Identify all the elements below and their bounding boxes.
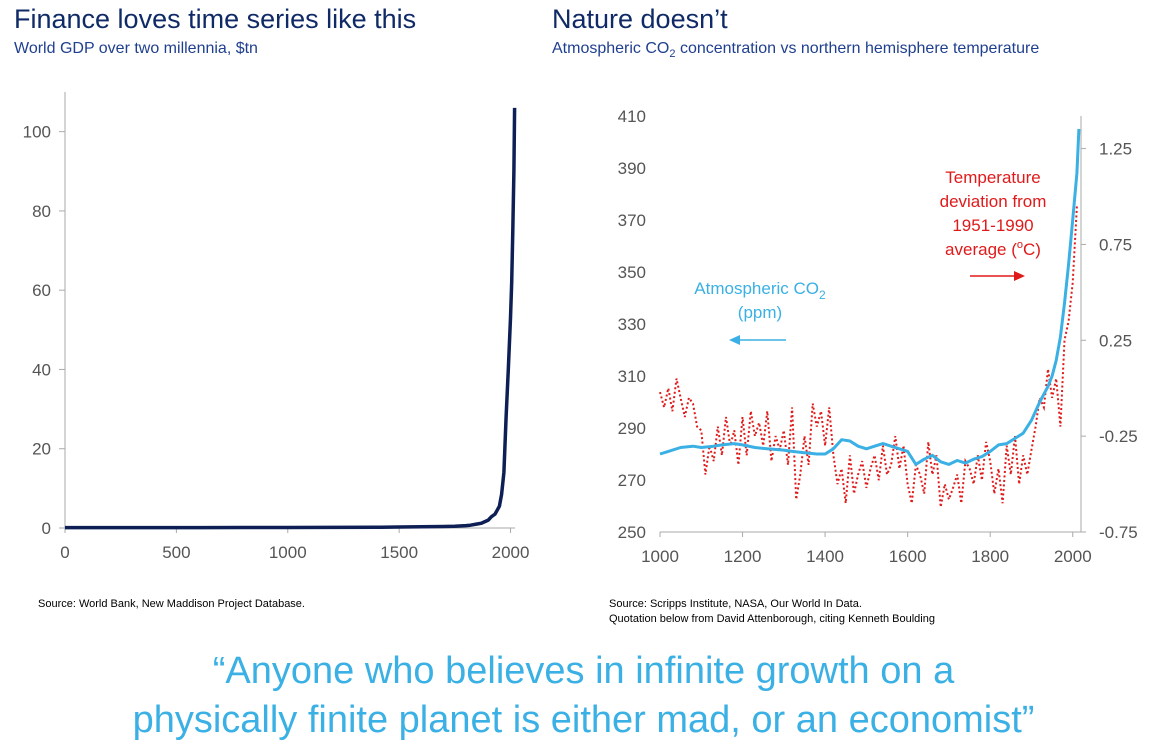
gdp-series-line (65, 107, 517, 530)
quote-line-1: “Anyone who believes in infinite growth … (212, 650, 955, 692)
gdp-x-tick-label: 0 (60, 543, 69, 562)
right-chart-title: Nature doesn’t (552, 4, 728, 34)
temp-arrow-right-icon (970, 271, 1025, 281)
gdp-y-tick-label: 100 (23, 123, 51, 142)
temp-annotation-line1: Temperature (945, 168, 1040, 187)
co2-temp-chart: 250 270 290 310 330 350 370 390 410 -0.75 -0.25 0.… (618, 107, 1138, 566)
gdp-chart: 0 20 40 60 80 100 0 500 1000 1500 2000 (23, 92, 530, 562)
co2-x-tick-label: 1200 (724, 547, 762, 566)
co2-annotation-line1: Atmospheric CO2 (694, 279, 826, 302)
co2-x-tick-label: 1000 (641, 547, 679, 566)
temp-y-tick-label: -0.25 (1099, 427, 1138, 446)
co2-y-tick-label: 290 (618, 419, 646, 438)
co2-y-tick-label: 270 (618, 471, 646, 490)
co2-series-line (659, 128, 1081, 466)
temperature-series-line (659, 206, 1078, 508)
gdp-y-tick-label: 80 (32, 202, 51, 221)
co2-arrow-left-icon (729, 335, 786, 345)
quotation-attribution: Quotation below from David Attenborough,… (609, 613, 935, 625)
temp-annotation-line4: average (oC) (945, 239, 1041, 259)
co2-annotation-line2: (ppm) (738, 303, 782, 322)
co2-y-tick-label: 370 (618, 211, 646, 230)
gdp-x-tick-label: 2000 (492, 543, 530, 562)
co2-y-tick-label: 330 (618, 315, 646, 334)
co2-y-tick-label: 310 (618, 367, 646, 386)
gdp-y-tick-label: 20 (32, 440, 51, 459)
gdp-x-tick-label: 1500 (380, 543, 418, 562)
right-source-note: Source: Scripps Institute, NASA, Our Wor… (609, 598, 862, 610)
co2-x-tick-label: 1800 (971, 547, 1009, 566)
gdp-y-tick-label: 0 (42, 519, 51, 538)
co2-y-tick-label: 250 (618, 523, 646, 542)
co2-y-tick-label: 390 (618, 159, 646, 178)
co2-x-tick-label: 1600 (889, 547, 927, 566)
temp-y-tick-label: 0.25 (1099, 331, 1132, 350)
temp-annotation-line3: 1951-1990 (952, 216, 1033, 235)
gdp-x-tick-label: 1000 (269, 543, 307, 562)
gdp-y-tick-label: 60 (32, 281, 51, 300)
temp-y-tick-label: -0.75 (1099, 523, 1138, 542)
quote-line-2: physically finite planet is either mad, … (132, 699, 1035, 741)
left-chart-subtitle: World GDP over two millennia, $tn (14, 40, 258, 57)
temp-y-tick-label: 1.25 (1099, 140, 1132, 159)
co2-x-tick-label: 1400 (806, 547, 844, 566)
co2-x-tick-label: 2000 (1054, 547, 1092, 566)
gdp-x-tick-label: 500 (162, 543, 190, 562)
gdp-y-tick-label: 40 (32, 360, 51, 379)
left-source-note: Source: World Bank, New Maddison Project… (38, 598, 305, 610)
temp-y-tick-label: 0.75 (1099, 235, 1132, 254)
co2-y-tick-label: 410 (618, 107, 646, 126)
right-chart-subtitle: Atmospheric CO2 concentration vs norther… (552, 40, 1040, 61)
co2-y-tick-label: 350 (618, 263, 646, 282)
temp-annotation-line2: deviation from (940, 192, 1047, 211)
left-chart-title: Finance loves time series like this (14, 4, 417, 34)
